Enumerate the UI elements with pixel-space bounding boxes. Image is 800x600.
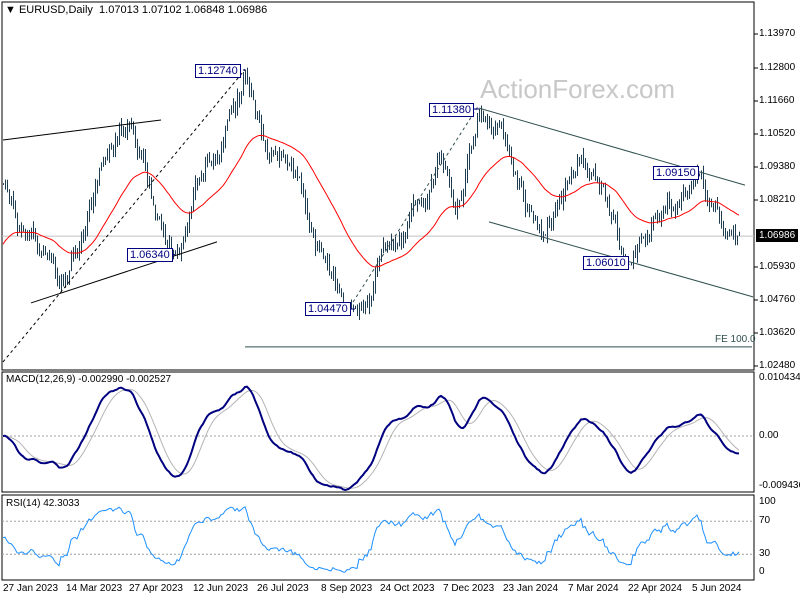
y-tick: 1.02480 xyxy=(759,360,796,371)
x-tick: 26 Jul 2023 xyxy=(257,583,309,594)
trendline xyxy=(2,119,162,141)
moving-average-line xyxy=(2,134,740,268)
ohlc-values: 1.07013 1.07102 1.06848 1.06986 xyxy=(99,4,268,16)
rsi-tick: 30 xyxy=(759,548,771,559)
watermark: ActionForex.com xyxy=(480,74,676,104)
y-tick: 1.09380 xyxy=(759,161,796,172)
pivot-label: 1.12740 xyxy=(195,64,241,78)
y-tick: 1.11660 xyxy=(759,95,795,106)
x-tick: 8 Sep 2023 xyxy=(321,583,373,594)
x-tick: 5 Jun 2024 xyxy=(692,583,742,594)
x-tick: 7 Dec 2023 xyxy=(443,583,495,594)
x-tick: 27 Jan 2023 xyxy=(3,583,59,594)
x-tick: 24 Oct 2023 xyxy=(380,583,435,594)
rsi-tick: 100 xyxy=(759,496,776,507)
rsi-label: RSI(14) 42.3033 xyxy=(6,498,80,509)
y-tick: 1.05930 xyxy=(759,261,796,272)
symbol-label: EURUSD,Daily xyxy=(18,4,93,16)
collapse-triangle-icon[interactable]: ▼ xyxy=(5,4,16,16)
macd-tick: -0.009436 xyxy=(759,480,800,491)
x-tick: 7 Mar 2024 xyxy=(568,583,619,594)
y-tick: 1.12800 xyxy=(759,62,796,73)
macd-line xyxy=(2,385,740,492)
y-tick: 1.04760 xyxy=(759,294,796,305)
trendline xyxy=(30,241,218,304)
y-tick: 1.08210 xyxy=(759,194,796,205)
rsi-tick: 0 xyxy=(759,566,765,577)
pivot-label: 1.11380 xyxy=(429,103,474,117)
rsi-line xyxy=(2,506,740,573)
trendline xyxy=(2,69,246,363)
macd-tick: 0.010434 xyxy=(759,372,800,383)
pivot-label: 1.06340 xyxy=(127,248,173,262)
x-tick: 23 Jan 2024 xyxy=(503,583,559,594)
pivot-label: 1.04470 xyxy=(305,302,351,316)
macd-signal-line xyxy=(2,389,740,489)
x-tick: 27 Apr 2023 xyxy=(129,583,183,594)
pivot-label: 1.09150 xyxy=(653,166,699,180)
main-panel-frame xyxy=(1,1,755,371)
pivot-label: 1.06010 xyxy=(583,256,629,270)
macd-tick: 0.00 xyxy=(759,430,779,441)
rsi-tick: 70 xyxy=(759,515,771,526)
current-price-tag: 1.06986 xyxy=(756,229,799,242)
x-tick: 12 Jun 2023 xyxy=(193,583,249,594)
y-tick: 1.13970 xyxy=(759,28,796,39)
fe-label: FE 100.0 xyxy=(715,334,756,345)
x-tick: 22 Apr 2024 xyxy=(628,583,682,594)
y-tick: 1.10520 xyxy=(759,128,796,139)
trendline xyxy=(478,107,746,186)
chart-header: ▼ EURUSD,Daily 1.07013 1.07102 1.06848 1… xyxy=(5,4,267,16)
x-tick: 14 Mar 2023 xyxy=(66,583,123,594)
rsi-panel-frame xyxy=(1,494,755,581)
y-tick: 1.03620 xyxy=(759,327,796,338)
macd-panel-frame xyxy=(1,371,755,493)
trendline xyxy=(352,104,480,303)
macd-label: MACD(12,26,9) -0.002990 -0.002527 xyxy=(6,374,172,385)
